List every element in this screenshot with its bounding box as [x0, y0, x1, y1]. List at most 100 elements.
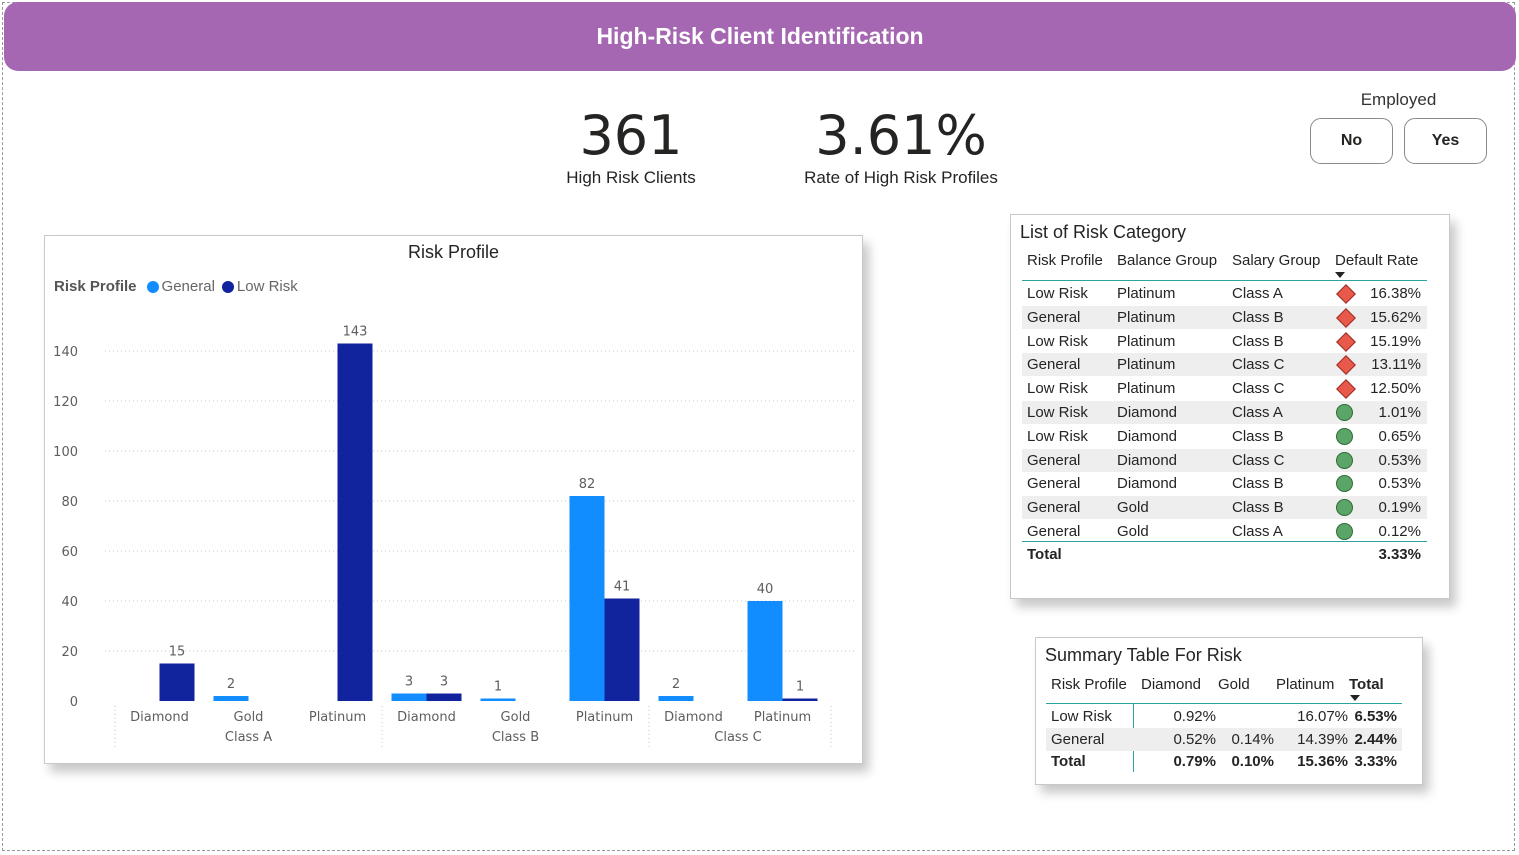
- data-label: 15: [169, 645, 186, 660]
- bar-general: [391, 693, 427, 701]
- red-diamond-icon: [1336, 355, 1356, 376]
- data-label: 2: [227, 677, 235, 692]
- col-header-gold[interactable]: Gold: [1218, 676, 1250, 693]
- cell-rate: 12.50%: [1370, 380, 1421, 398]
- cell-platinum: 16.07%: [1297, 708, 1348, 725]
- page-header: High-Risk Client Identification: [4, 2, 1516, 71]
- kpi-value: 361: [579, 104, 683, 167]
- data-label: 1: [796, 680, 804, 695]
- legend-item-general[interactable]: General: [146, 278, 215, 295]
- sort-desc-icon: [1350, 695, 1360, 701]
- bar-low-risk: [337, 343, 373, 701]
- x-category-label: Platinum: [754, 710, 811, 725]
- col-header-risk-profile[interactable]: Risk Profile: [1051, 676, 1127, 693]
- cell-profile: Low Risk: [1027, 332, 1088, 350]
- cell-balance: Platinum: [1117, 332, 1176, 350]
- y-tick-label: 60: [61, 545, 78, 560]
- summary-row-total: Total 0.79% 0.10% 15.36% 3.33%: [1046, 750, 1402, 773]
- bar-general: [747, 601, 783, 701]
- cell-platinum: 14.39%: [1297, 731, 1348, 748]
- cell-profile: Low Risk: [1027, 427, 1088, 445]
- col-header-total[interactable]: Total: [1349, 676, 1384, 693]
- cell-rate: 15.62%: [1370, 308, 1421, 326]
- green-circle-icon: [1336, 427, 1353, 445]
- cell-salary: Class C: [1232, 451, 1285, 469]
- cell-gold: 0.14%: [1231, 731, 1274, 748]
- data-label: 3: [405, 675, 413, 690]
- summary-row-general: General 0.52% 0.14% 14.39% 2.44%: [1046, 728, 1402, 751]
- total-label: Total: [1027, 546, 1062, 563]
- employed-no-button[interactable]: No: [1310, 118, 1393, 164]
- x-group-label: Class B: [492, 730, 539, 745]
- table-row: Low Risk Platinum Class C 12.50%: [1022, 377, 1427, 400]
- red-diamond-icon: [1336, 379, 1356, 400]
- cell-balance: Gold: [1117, 499, 1149, 517]
- cell-balance: Platinum: [1117, 308, 1176, 326]
- col-header-risk-profile[interactable]: Risk Profile: [1027, 252, 1103, 269]
- risk-list-title: List of Risk Category: [1020, 222, 1187, 242]
- cell-total: 2.44%: [1354, 731, 1397, 748]
- cell-profile: General: [1027, 499, 1081, 517]
- risk-profile-chart-card: Risk Profile Risk Profile General Low Ri…: [44, 235, 863, 764]
- col-header-default-rate[interactable]: Default Rate: [1335, 252, 1419, 269]
- table-row: Low Risk Diamond Class B 0.65%: [1022, 425, 1427, 448]
- legend-label: Low Risk: [236, 278, 298, 295]
- col-header-platinum[interactable]: Platinum: [1276, 676, 1335, 693]
- cell-balance: Diamond: [1117, 404, 1178, 421]
- x-category-label: Diamond: [664, 710, 723, 725]
- green-circle-icon: [1336, 451, 1353, 469]
- x-category-label: Gold: [501, 710, 531, 725]
- cell-profile: Low Risk: [1027, 380, 1088, 398]
- cell-rate: 0.53%: [1378, 451, 1421, 469]
- cell-gold: 0.10%: [1231, 753, 1274, 770]
- green-circle-icon: [1336, 475, 1353, 493]
- cell-balance: Platinum: [1117, 380, 1176, 398]
- col-header-diamond[interactable]: Diamond: [1141, 676, 1202, 693]
- cell-balance: Gold: [1117, 523, 1149, 540]
- cell-profile: General: [1027, 356, 1081, 374]
- cell-salary: Class B: [1232, 308, 1284, 326]
- x-category-label: Diamond: [397, 710, 456, 725]
- summary-row-low-risk: Low Risk 0.92% 16.07% 6.53%: [1046, 705, 1402, 728]
- y-tick-label: 120: [53, 395, 78, 410]
- cell-salary: Class A: [1232, 404, 1283, 421]
- red-diamond-icon: [1336, 307, 1356, 328]
- table-row: Low Risk Platinum Class A 16.38%: [1022, 282, 1427, 305]
- cell-profile: General: [1027, 308, 1081, 326]
- red-diamond-icon: [1336, 284, 1356, 304]
- risk-profile-bar-chart: 0 20 40 60 80 100 120 140 2 3 1 82 2 40 15 143 3 41 1 Diamo…: [53, 325, 855, 748]
- kpi-high-risk-clients: 361 High Risk Clients: [545, 108, 717, 188]
- y-tick-label: 80: [61, 495, 78, 510]
- cell-profile: Low Risk: [1027, 285, 1088, 302]
- cell-profile: General: [1027, 523, 1081, 540]
- table-row: General Gold Class B 0.19%: [1022, 496, 1427, 520]
- col-header-balance-group[interactable]: Balance Group: [1117, 252, 1218, 269]
- x-group-label: Class A: [225, 730, 272, 745]
- data-label: 40: [757, 582, 774, 597]
- col-header-salary-group[interactable]: Salary Group: [1232, 252, 1321, 269]
- cell-rate: 0.12%: [1378, 523, 1421, 540]
- cell-salary: Class C: [1232, 356, 1285, 374]
- table-row: Low Risk Diamond Class A 1.01%: [1022, 401, 1427, 424]
- cell-rate: 15.19%: [1370, 332, 1421, 350]
- chart-title: Risk Profile: [407, 242, 500, 262]
- legend-label: General: [161, 278, 215, 295]
- legend-dot-icon: [221, 280, 234, 293]
- data-label: 2: [672, 677, 680, 692]
- x-category-label: Diamond: [130, 710, 189, 725]
- legend-item-low-risk[interactable]: Low Risk: [221, 278, 298, 295]
- legend-title: Risk Profile: [54, 278, 137, 295]
- table-row: General Diamond Class B 0.53%: [1022, 472, 1427, 495]
- employed-slicer-title: Employed: [1360, 90, 1437, 109]
- cell-rate: 16.38%: [1370, 285, 1421, 302]
- cell-salary: Class A: [1232, 285, 1283, 302]
- kpi-value: 3.61%: [815, 104, 987, 167]
- y-tick-label: 40: [61, 595, 78, 610]
- cell-profile: General: [1027, 451, 1081, 469]
- legend-dot-icon: [146, 280, 159, 293]
- cell-profile: Low Risk: [1051, 708, 1112, 725]
- page-title: High-Risk Client Identification: [596, 23, 924, 49]
- employed-yes-button[interactable]: Yes: [1404, 118, 1487, 164]
- cell-diamond: 0.79%: [1173, 753, 1216, 770]
- red-diamond-icon: [1336, 331, 1356, 352]
